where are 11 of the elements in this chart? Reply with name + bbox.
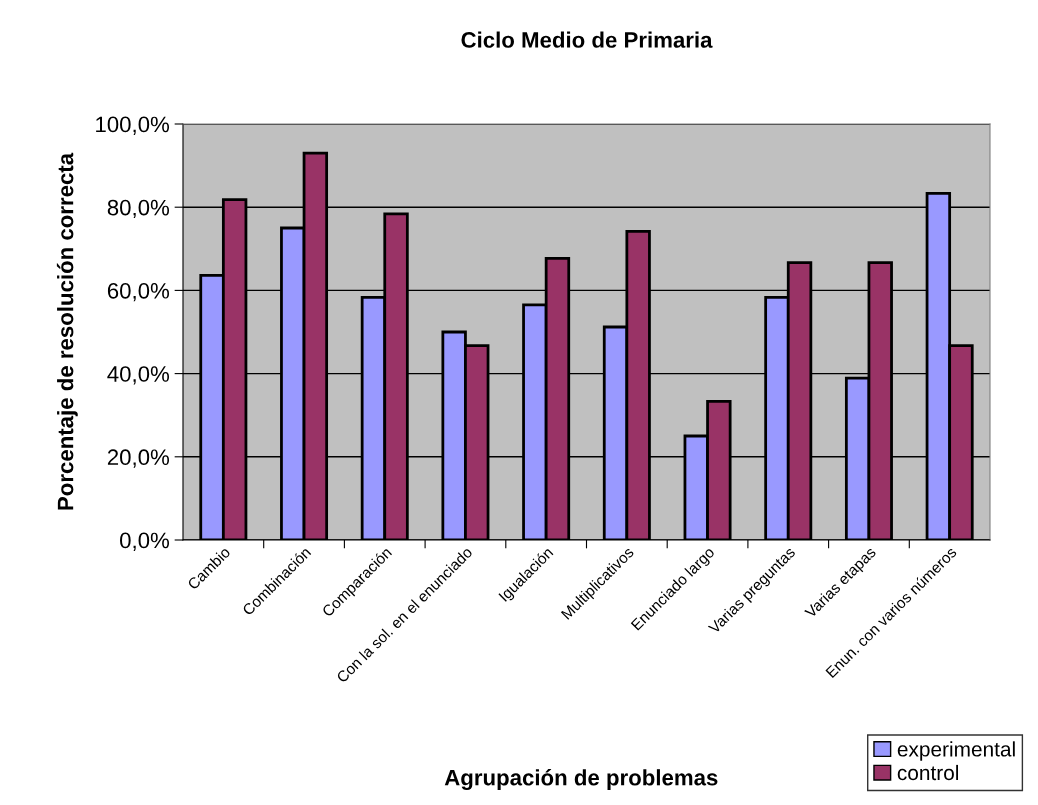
chart-title: Ciclo Medio de Primaria xyxy=(461,31,713,48)
y-tick-label: 100,0% xyxy=(96,116,170,135)
y-tick-label: 0,0% xyxy=(120,532,170,551)
legend-label: control xyxy=(897,764,959,781)
y-axis-title: Porcentaje de resolución correcta xyxy=(56,152,78,510)
y-tick-label: 80,0% xyxy=(107,199,170,219)
x-axis-title: Agrupación de problemas xyxy=(444,768,718,790)
y-tick-label: 60,0% xyxy=(107,282,170,302)
y-tick-label: 20,0% xyxy=(107,449,170,468)
legend-label: experimental xyxy=(897,741,1015,761)
y-tick-label: 40,0% xyxy=(107,366,170,385)
